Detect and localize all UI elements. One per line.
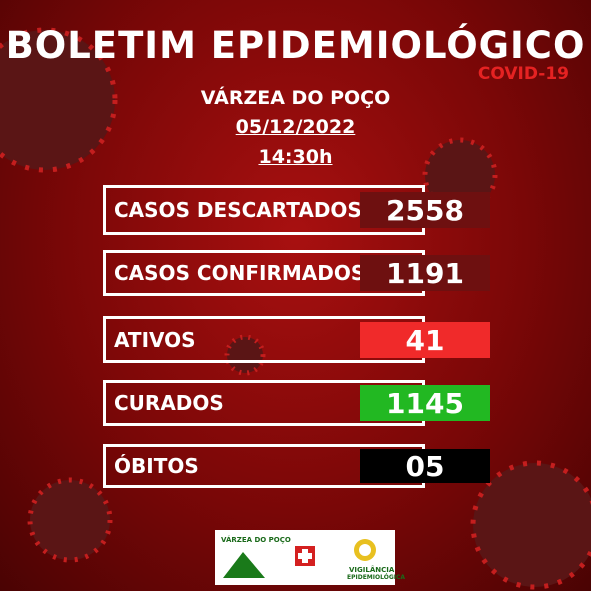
logo-right-1: VIGILÂNCIA <box>349 566 395 574</box>
virus <box>27 477 113 563</box>
row-label: CASOS CONFIRMADOS <box>114 261 366 285</box>
date: 05/12/2022 <box>235 116 356 138</box>
row-value: 05 <box>360 449 490 483</box>
row-value: 41 <box>360 322 490 358</box>
subtitle: COVID-19 <box>477 64 569 84</box>
footer-logos: VÁRZEA DO POÇO VIGILÂNCIA EPIDEMIOLÓGICA <box>215 530 405 585</box>
row-label: CASOS DESCARTADOS <box>114 198 362 222</box>
row-label: ÓBITOS <box>114 454 199 478</box>
row-box: CURADOS <box>103 380 425 426</box>
row-box: ATIVOS <box>103 316 425 363</box>
location: VÁRZEA DO POÇO <box>200 87 391 109</box>
logo-shapes <box>223 539 376 578</box>
logo-right-2: EPIDEMIOLÓGICA <box>347 574 406 581</box>
row-value: 1145 <box>360 385 490 421</box>
time: 14:30h <box>258 146 333 168</box>
logo-left: VÁRZEA DO POÇO <box>221 536 291 544</box>
row-label: ATIVOS <box>114 327 196 352</box>
virus <box>470 460 591 590</box>
virus <box>224 334 266 376</box>
row-box: CASOS CONFIRMADOS <box>103 250 425 296</box>
row-value: 2558 <box>360 192 490 228</box>
title: BOLETIM EPIDEMIOLÓGICO <box>5 24 586 67</box>
row-label: CURADOS <box>114 391 224 415</box>
row-value: 1191 <box>360 255 490 291</box>
row-box: CASOS DESCARTADOS <box>103 185 425 235</box>
virus <box>0 27 118 173</box>
